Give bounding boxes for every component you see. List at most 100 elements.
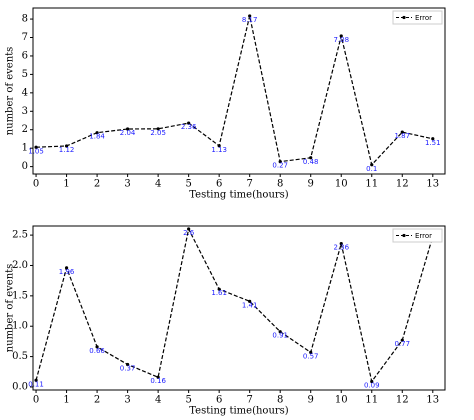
data-point <box>156 127 160 131</box>
data-point <box>278 330 282 334</box>
value-label: 0.37 <box>120 364 136 372</box>
value-label: 1.05 <box>28 147 44 155</box>
value-label: 2.36 <box>181 123 197 131</box>
x-tick-label: 1 <box>63 395 69 406</box>
value-label: 2.36 <box>333 244 349 252</box>
value-label: 1.41 <box>242 301 258 309</box>
data-point <box>309 156 313 160</box>
x-tick-label: 6 <box>216 179 222 190</box>
x-tick-label: 8 <box>277 395 283 406</box>
data-point <box>248 14 252 18</box>
x-tick-label: 7 <box>246 395 252 406</box>
x-tick-label: 10 <box>335 179 348 190</box>
data-point <box>309 350 313 354</box>
y-tick-label: 5 <box>22 69 28 80</box>
plot-frame <box>32 225 446 391</box>
value-label: 0.09 <box>364 381 380 389</box>
legend-box <box>392 228 443 243</box>
value-label: 0.11 <box>28 380 44 388</box>
x-tick-label: 9 <box>308 179 314 190</box>
data-point <box>370 163 374 167</box>
x-tick-label: 2 <box>94 179 100 190</box>
x-tick-label: 12 <box>396 179 409 190</box>
legend-marker <box>402 233 406 238</box>
y-tick-label: 3 <box>22 106 28 117</box>
y-tick-label: 0 <box>22 161 28 172</box>
x-tick-label: 2 <box>94 395 100 406</box>
value-label: 0.1 <box>366 165 377 173</box>
value-label: 2.05 <box>150 129 166 137</box>
x-tick-label: 4 <box>155 395 161 406</box>
x-tick-label: 9 <box>308 395 314 406</box>
value-label: 0.48 <box>303 158 319 166</box>
x-tick-label: 6 <box>216 395 222 406</box>
data-point <box>126 127 130 131</box>
value-label: 1.87 <box>394 132 410 140</box>
data-point <box>400 338 404 342</box>
data-point <box>64 266 69 270</box>
value-label: 1.12 <box>59 146 75 154</box>
data-point <box>217 144 221 148</box>
x-axis-label: Testing time(hours) <box>189 406 289 417</box>
x-tick-label: 0 <box>33 395 39 406</box>
value-label: 2.04 <box>120 129 136 137</box>
y-axis-label: number of events <box>5 264 16 353</box>
y-tick-label: 2.0 <box>12 260 28 271</box>
y-tick-label: 0.5 <box>12 351 28 362</box>
data-point <box>187 121 191 125</box>
x-tick-label: 13 <box>426 179 439 190</box>
value-label: 8.17 <box>242 16 258 24</box>
data-point <box>248 299 252 303</box>
value-label: 0.91 <box>272 332 288 340</box>
value-label: 7.08 <box>333 36 349 44</box>
value-label: 1.51 <box>425 139 441 147</box>
x-tick-label: 8 <box>277 179 283 190</box>
value-label: 0.66 <box>89 347 105 355</box>
data-point <box>400 130 404 134</box>
value-label: 1.84 <box>89 133 105 141</box>
value-label: 1.96 <box>59 268 75 276</box>
y-tick-label: 2 <box>22 124 28 135</box>
data-point <box>339 34 343 38</box>
x-tick-label: 1 <box>63 179 69 190</box>
x-tick-label: 4 <box>155 179 161 190</box>
legend-label: Error <box>415 232 432 240</box>
value-label: 1.13 <box>211 146 227 154</box>
data-point <box>95 131 99 135</box>
data-point <box>156 375 160 379</box>
y-tick-label: 7 <box>22 32 28 43</box>
data-point <box>126 362 130 367</box>
y-tick-label: 0.0 <box>12 381 28 392</box>
x-tick-label: 3 <box>124 179 130 190</box>
legend-box <box>392 10 443 25</box>
x-axis-label: Testing time(hours) <box>189 190 289 201</box>
plot-frame <box>32 7 446 175</box>
data-point <box>370 379 374 384</box>
y-tick-label: 8 <box>22 14 28 25</box>
series-line <box>36 15 433 167</box>
x-tick-label: 13 <box>426 395 439 406</box>
value-label: 1.61 <box>211 289 227 297</box>
data-point <box>95 345 99 349</box>
x-tick-label: 11 <box>365 179 378 190</box>
data-point <box>431 137 435 141</box>
data-point <box>217 287 221 291</box>
y-tick-label: 2.5 <box>12 230 28 241</box>
y-tick-label: 4 <box>22 87 28 98</box>
x-tick-label: 0 <box>33 179 39 190</box>
data-point <box>339 242 343 246</box>
x-tick-label: 7 <box>246 179 252 190</box>
legend-label: Error <box>415 14 432 22</box>
x-tick-label: 3 <box>124 395 130 406</box>
data-point <box>278 160 282 164</box>
data-point <box>34 378 38 382</box>
x-tick-label: 12 <box>396 395 409 406</box>
data-point <box>34 145 38 149</box>
value-label: 0.16 <box>150 377 166 385</box>
value-label: 2.6 <box>183 229 195 237</box>
value-label: 0.27 <box>272 162 288 170</box>
y-tick-label: 1 <box>22 143 28 154</box>
x-tick-label: 5 <box>185 395 191 406</box>
series-line <box>35 227 434 383</box>
